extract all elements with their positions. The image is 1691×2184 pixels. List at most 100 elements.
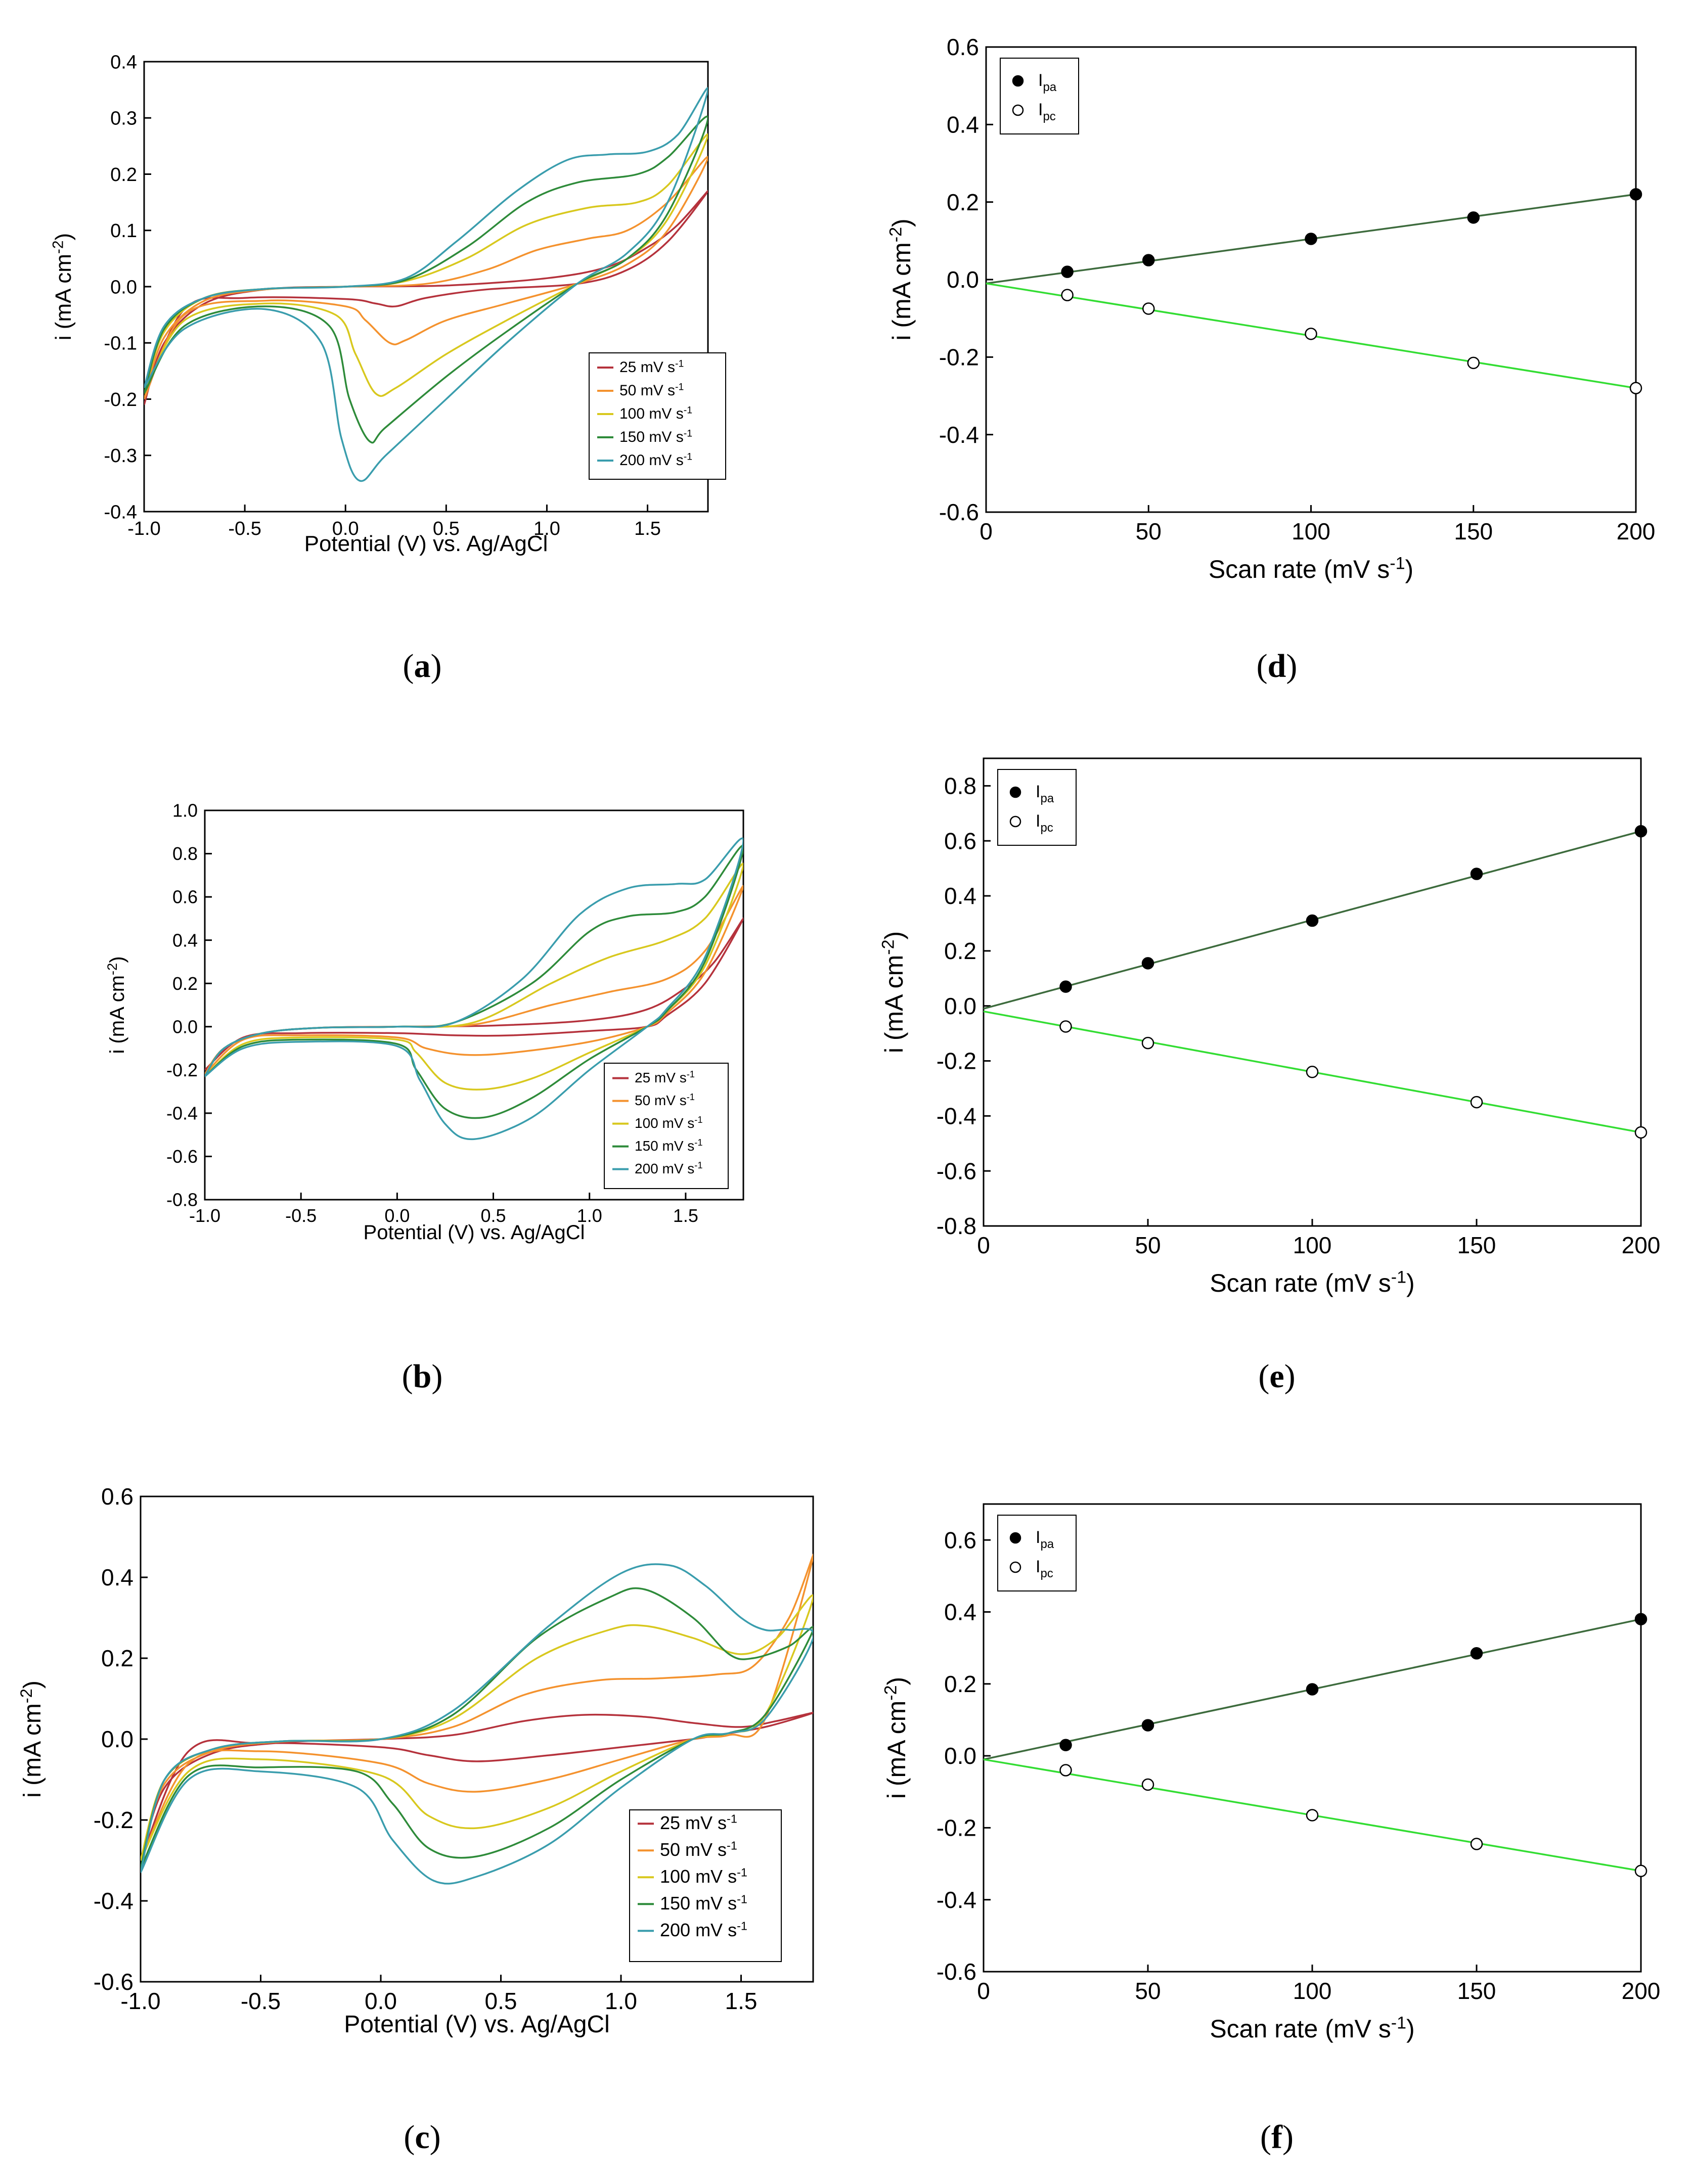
data-point-Ipa [1059, 1739, 1072, 1751]
x-tick-label: 50 [1135, 1978, 1161, 2004]
y-tick-label: -0.3 [104, 445, 137, 467]
legend-entry: Ipc [1036, 1557, 1053, 1580]
y-tick-label: 0.4 [944, 883, 976, 909]
panel-label-d: (d) [1256, 648, 1298, 685]
chart-b: -1.0 -0.5 0.0 0.5 1.0 1.5 -0.8 -0.6 -0.4 -0.2 0.0 0… [104, 800, 744, 1244]
y-tick-label: 0.0 [947, 266, 979, 293]
legend-entry: 200 mV s-1 [635, 1160, 702, 1176]
y-tick-label: 0.6 [944, 1527, 976, 1553]
y-axis-label: i (mA cm-2) [879, 931, 909, 1053]
y-tick-label: -0.6 [937, 1959, 976, 1985]
y-tick-label: -0.1 [104, 333, 137, 354]
y-tick-label: 0.2 [947, 189, 979, 215]
y-tick-label: -0.8 [937, 1213, 976, 1239]
chart-c: -1.0 -0.5 0.0 0.5 1.0 1.5 -0.6 -0.4 -0.2 0.0 0.2 0.… [17, 1483, 814, 2038]
y-tick-label: 0.2 [944, 1671, 976, 1697]
data-point-Ipc [1306, 1809, 1319, 1822]
legend-entry: 50 mV s-1 [660, 1839, 737, 1860]
y-tick-label: 0.2 [172, 973, 198, 994]
x-axis-label: Potential (V) vs. Ag/AgCl [304, 531, 548, 556]
y-tick-label: -0.8 [166, 1190, 198, 1210]
x-tick-label: -1.0 [120, 1988, 160, 2014]
x-tick-label: 50 [1136, 518, 1162, 544]
data-point-Ipc [1305, 328, 1317, 340]
y-tick-label: 0.4 [172, 930, 198, 950]
y-tick-label: 0.3 [110, 108, 137, 129]
x-tick-label: 1.0 [577, 1205, 602, 1226]
y-tick-label: -0.4 [104, 502, 137, 523]
data-point-Ipa [1141, 1719, 1154, 1732]
x-tick-label: -0.5 [228, 518, 261, 539]
y-tick-label: 0.0 [101, 1726, 134, 1752]
x-tick-label: 0.0 [365, 1988, 397, 2014]
y-tick-label: -0.2 [104, 389, 137, 411]
legend-marker [1012, 75, 1024, 87]
legend-entry: 50 mV s-1 [635, 1092, 695, 1108]
x-tick-label: 150 [1457, 1978, 1496, 2004]
y-tick-label: -0.4 [94, 1888, 134, 1914]
x-tick-label: 1.5 [634, 518, 661, 539]
legend-entry: 25 mV s-1 [635, 1069, 695, 1085]
y-tick-label: 0.6 [172, 887, 198, 907]
x-tick-label: 200 [1622, 1978, 1661, 2004]
data-point-Ipc [1142, 302, 1155, 315]
chart-f: 0 50 100 150 200 -0.6 -0.4 -0.2 0.0 0.2 0.4 0.6 Scan… [881, 1503, 1661, 2043]
x-tick-label: 200 [1617, 518, 1656, 544]
x-tick-label: 0.0 [384, 1205, 410, 1226]
x-tick-label: -0.5 [241, 1988, 281, 2014]
x-tick-label: 1.5 [725, 1988, 758, 2014]
y-axis-label: i (mA cm-2) [104, 956, 128, 1054]
legend-marker [1009, 786, 1021, 798]
legend-marker [1009, 815, 1021, 828]
data-point-Ipc [1629, 382, 1642, 394]
legend: 25 mV s-1 50 mV s-1 100 mV s-1 150 mV s-1 20… [589, 352, 726, 480]
x-tick-label: 100 [1293, 1978, 1332, 2004]
x-tick-label: 50 [1135, 1232, 1161, 1258]
y-tick-label: 0.4 [101, 1564, 134, 1590]
y-tick-label: -0.4 [166, 1103, 198, 1123]
legend-entry: 150 mV s-1 [619, 428, 692, 446]
plot-frame [204, 809, 744, 1201]
legend-entry: 150 mV s-1 [660, 1892, 747, 1914]
legend-box [589, 352, 726, 480]
panel-label-b: (b) [402, 1358, 443, 1395]
x-tick-label: 1.0 [533, 518, 560, 539]
data-point-Ipc [1306, 1066, 1319, 1078]
y-tick-label: -0.4 [937, 1103, 976, 1129]
y-axis-label: i (mA cm-2) [881, 1677, 911, 1799]
legend: 25 mV s-1 50 mV s-1 100 mV s-1 150 mV s-1 20… [604, 1063, 729, 1189]
y-tick-label: 0.6 [947, 34, 979, 60]
y-tick-label: 0.2 [101, 1645, 134, 1671]
x-tick-label: 0 [980, 518, 993, 544]
panel-label-e: (e) [1258, 1358, 1296, 1395]
legend-entry: 25 mV s-1 [619, 358, 684, 376]
x-tick-label: 0.5 [481, 1205, 506, 1226]
data-point-Ipa [1470, 868, 1483, 880]
x-tick-label: 150 [1457, 1232, 1496, 1258]
y-tick-label: 0.6 [944, 828, 976, 854]
data-point-Ipc [1470, 1096, 1483, 1109]
data-point-Ipa [1306, 1683, 1319, 1696]
x-tick-label: 150 [1454, 518, 1493, 544]
plot-frame [983, 757, 1642, 1227]
legend: Ipa Ipc [1000, 58, 1079, 134]
legend-entry: Ipc [1036, 811, 1053, 835]
x-tick-label: 100 [1292, 518, 1330, 544]
legend-box [997, 1515, 1077, 1591]
x-tick-label: 1.0 [605, 1988, 637, 2014]
x-tick-label: 0.5 [433, 518, 460, 539]
y-tick-label: 0.4 [947, 111, 979, 138]
y-tick-label: -0.2 [939, 344, 979, 370]
y-tick-label: 0.4 [944, 1599, 976, 1625]
legend-entry: Ipc [1038, 100, 1056, 123]
y-tick-label: -0.6 [939, 499, 979, 525]
data-point-Ipa [1629, 188, 1642, 201]
data-point-Ipc [1634, 1864, 1648, 1878]
data-point-Ipc [1059, 1764, 1072, 1777]
x-axis-label: Potential (V) vs. Ag/AgCl [344, 2011, 610, 2038]
panel-label-a: (a) [403, 648, 442, 685]
data-point-Ipa [1061, 265, 1074, 278]
y-tick-label: -0.6 [937, 1158, 976, 1184]
data-point-Ipa [1059, 980, 1072, 993]
legend-box [997, 769, 1077, 846]
